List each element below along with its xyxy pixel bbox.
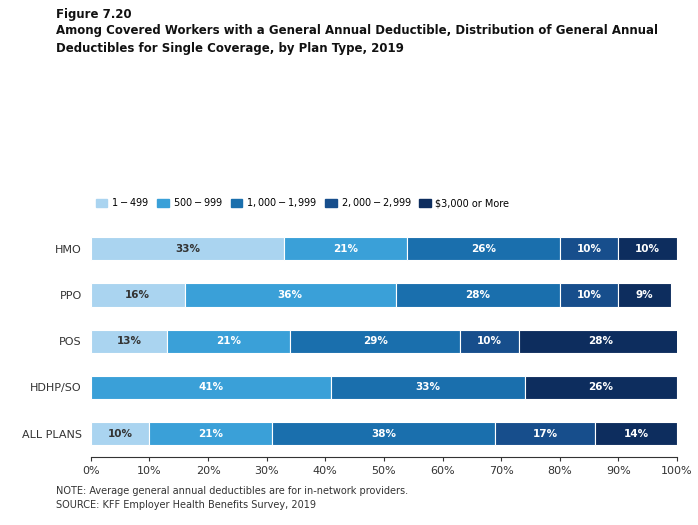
Text: SOURCE: KFF Employer Health Benefits Survey, 2019: SOURCE: KFF Employer Health Benefits Sur… bbox=[56, 500, 315, 510]
Text: Figure 7.20: Figure 7.20 bbox=[56, 8, 131, 21]
Bar bbox=[618, 284, 671, 307]
Bar bbox=[460, 330, 519, 353]
Text: 38%: 38% bbox=[371, 428, 396, 439]
Text: 21%: 21% bbox=[216, 336, 241, 346]
Text: 26%: 26% bbox=[471, 244, 496, 254]
Bar bbox=[284, 237, 408, 260]
Text: 10%: 10% bbox=[635, 244, 660, 254]
Text: 33%: 33% bbox=[175, 244, 200, 254]
Text: NOTE: Average general annual deductibles are for in-network providers.: NOTE: Average general annual deductibles… bbox=[56, 486, 408, 496]
Legend: $1 - $499, $500 - $999, $1,000 - $1,999, $2,000 - $2,999, $3,000 or More: $1 - $499, $500 - $999, $1,000 - $1,999,… bbox=[96, 196, 509, 209]
Bar bbox=[525, 376, 677, 399]
Text: 10%: 10% bbox=[577, 290, 602, 300]
Text: 26%: 26% bbox=[588, 382, 614, 393]
Bar bbox=[290, 330, 460, 353]
Bar bbox=[272, 422, 496, 445]
Text: Deductibles for Single Coverage, by Plan Type, 2019: Deductibles for Single Coverage, by Plan… bbox=[56, 42, 403, 55]
Text: 10%: 10% bbox=[477, 336, 502, 346]
Bar bbox=[396, 284, 560, 307]
Text: 16%: 16% bbox=[125, 290, 150, 300]
Text: 9%: 9% bbox=[636, 290, 653, 300]
Text: 36%: 36% bbox=[278, 290, 303, 300]
Text: 28%: 28% bbox=[588, 336, 614, 346]
Bar bbox=[595, 422, 677, 445]
Bar bbox=[408, 237, 560, 260]
Text: 29%: 29% bbox=[363, 336, 387, 346]
Bar bbox=[149, 422, 272, 445]
Bar bbox=[519, 330, 683, 353]
Bar bbox=[167, 330, 290, 353]
Bar bbox=[560, 284, 618, 307]
Bar bbox=[560, 237, 618, 260]
Text: 13%: 13% bbox=[117, 336, 142, 346]
Bar bbox=[618, 237, 677, 260]
Text: 21%: 21% bbox=[333, 244, 358, 254]
Bar bbox=[496, 422, 595, 445]
Bar bbox=[91, 237, 284, 260]
Bar bbox=[331, 376, 525, 399]
Bar bbox=[184, 284, 396, 307]
Text: 33%: 33% bbox=[415, 382, 440, 393]
Text: 10%: 10% bbox=[577, 244, 602, 254]
Bar bbox=[91, 376, 331, 399]
Text: 28%: 28% bbox=[465, 290, 490, 300]
Bar bbox=[91, 422, 149, 445]
Bar bbox=[91, 284, 184, 307]
Text: 17%: 17% bbox=[533, 428, 558, 439]
Text: Among Covered Workers with a General Annual Deductible, Distribution of General : Among Covered Workers with a General Ann… bbox=[56, 24, 658, 37]
Text: 14%: 14% bbox=[623, 428, 648, 439]
Text: 41%: 41% bbox=[198, 382, 223, 393]
Bar bbox=[91, 330, 167, 353]
Text: 21%: 21% bbox=[198, 428, 223, 439]
Text: 10%: 10% bbox=[107, 428, 133, 439]
